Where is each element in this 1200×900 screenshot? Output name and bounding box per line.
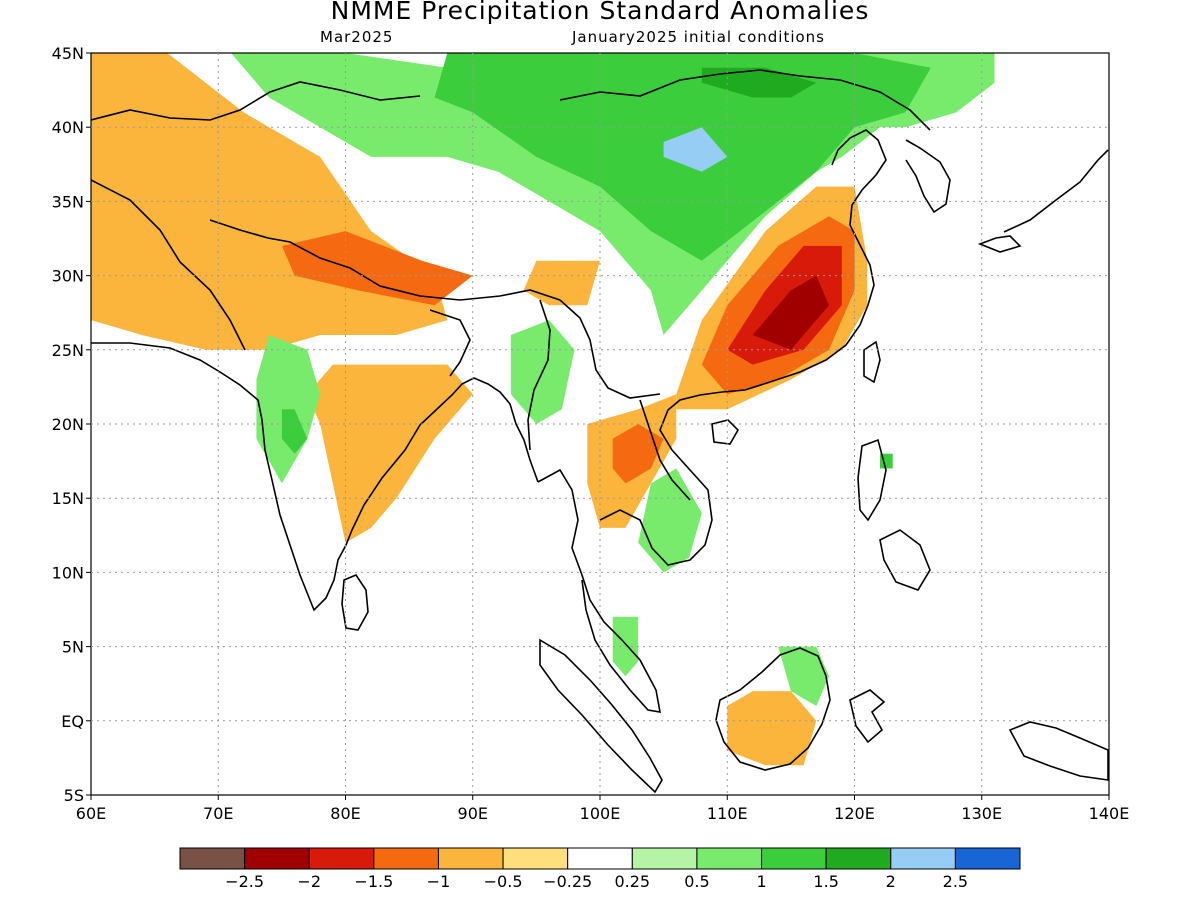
lon-tick-label: 120E xyxy=(834,804,875,823)
lat-tick-label: EQ xyxy=(61,712,84,731)
coastline xyxy=(91,69,1109,794)
lat-tick-label: 20N xyxy=(52,415,84,434)
anomaly-region xyxy=(727,691,817,766)
lon-tick-label: 140E xyxy=(1089,804,1130,823)
anomaly-shading xyxy=(91,53,995,766)
lat-tick-label: 35N xyxy=(52,192,84,211)
anomaly-region xyxy=(701,67,817,98)
map-title: NMME Precipitation Standard Anomalies xyxy=(330,0,870,25)
lat-tick-label: 15N xyxy=(52,489,84,508)
anomaly-region xyxy=(523,260,600,306)
colorbar-label: −1.5 xyxy=(354,872,393,891)
colorbar-swatch xyxy=(567,847,633,870)
gridlines xyxy=(91,53,1109,795)
colorbar-swatch xyxy=(825,847,892,870)
colorbar-swatch xyxy=(373,847,439,870)
lat-tick-label: 5S xyxy=(64,786,84,805)
anomaly-region xyxy=(281,409,308,454)
anomaly-region xyxy=(307,364,473,543)
lon-tick-label: 80E xyxy=(330,804,360,823)
colorbar-label: 1.5 xyxy=(813,872,838,891)
colorbar-label: 1 xyxy=(756,872,766,891)
lon-tick-label: 100E xyxy=(580,804,621,823)
colorbar-swatch xyxy=(308,847,375,870)
colorbar-swatch xyxy=(502,847,569,870)
lat-tick-label: 10N xyxy=(52,563,84,582)
lat-tick-label: 5N xyxy=(62,638,84,657)
colorbar-swatch xyxy=(631,847,698,870)
colorbar-swatch xyxy=(179,847,246,870)
colorbar-label: 2 xyxy=(886,872,896,891)
lon-tick-label: 60E xyxy=(76,804,106,823)
anomaly-region xyxy=(281,231,473,306)
colorbar-swatch xyxy=(437,847,504,870)
lat-tick-label: 45N xyxy=(52,44,84,63)
anomaly-region xyxy=(752,275,829,350)
lat-tick-label: 40N xyxy=(52,118,84,137)
colorbar-swatch xyxy=(954,847,1021,870)
colorbar-label: −0.5 xyxy=(484,872,523,891)
lat-tick-label: 25N xyxy=(52,341,84,360)
lon-tick-label: 70E xyxy=(203,804,233,823)
lon-tick-label: 110E xyxy=(707,804,748,823)
colorbar-label: −2 xyxy=(297,872,321,891)
colorbar-label: 0.5 xyxy=(684,872,709,891)
target-month-label: Mar2025 xyxy=(320,28,394,46)
colorbar-swatch xyxy=(696,847,763,870)
lon-tick-label: 90E xyxy=(458,804,488,823)
colorbar-label: 2.5 xyxy=(943,872,968,891)
colorbar-swatch xyxy=(761,847,827,870)
init-conditions-label: January2025 initial conditions xyxy=(572,28,825,46)
anomaly-region xyxy=(663,127,728,172)
anomaly-region xyxy=(612,424,664,484)
colorbar: −2.5 −2 −1.5 −1 −0.5 −0.25 0.25 0.5 1 1.5 2 2.5 xyxy=(179,847,1021,891)
colorbar-label: 0.25 xyxy=(614,872,650,891)
colorbar-swatch xyxy=(890,847,956,870)
colorbar-swatch xyxy=(244,847,310,870)
lat-tick-label: 30N xyxy=(52,267,84,286)
lon-tick-label: 130E xyxy=(961,804,1002,823)
anomaly-region xyxy=(778,646,829,706)
colorbar-label: −0.25 xyxy=(543,872,592,891)
colorbar-label: −1 xyxy=(427,872,451,891)
colorbar-label: −2.5 xyxy=(225,872,264,891)
